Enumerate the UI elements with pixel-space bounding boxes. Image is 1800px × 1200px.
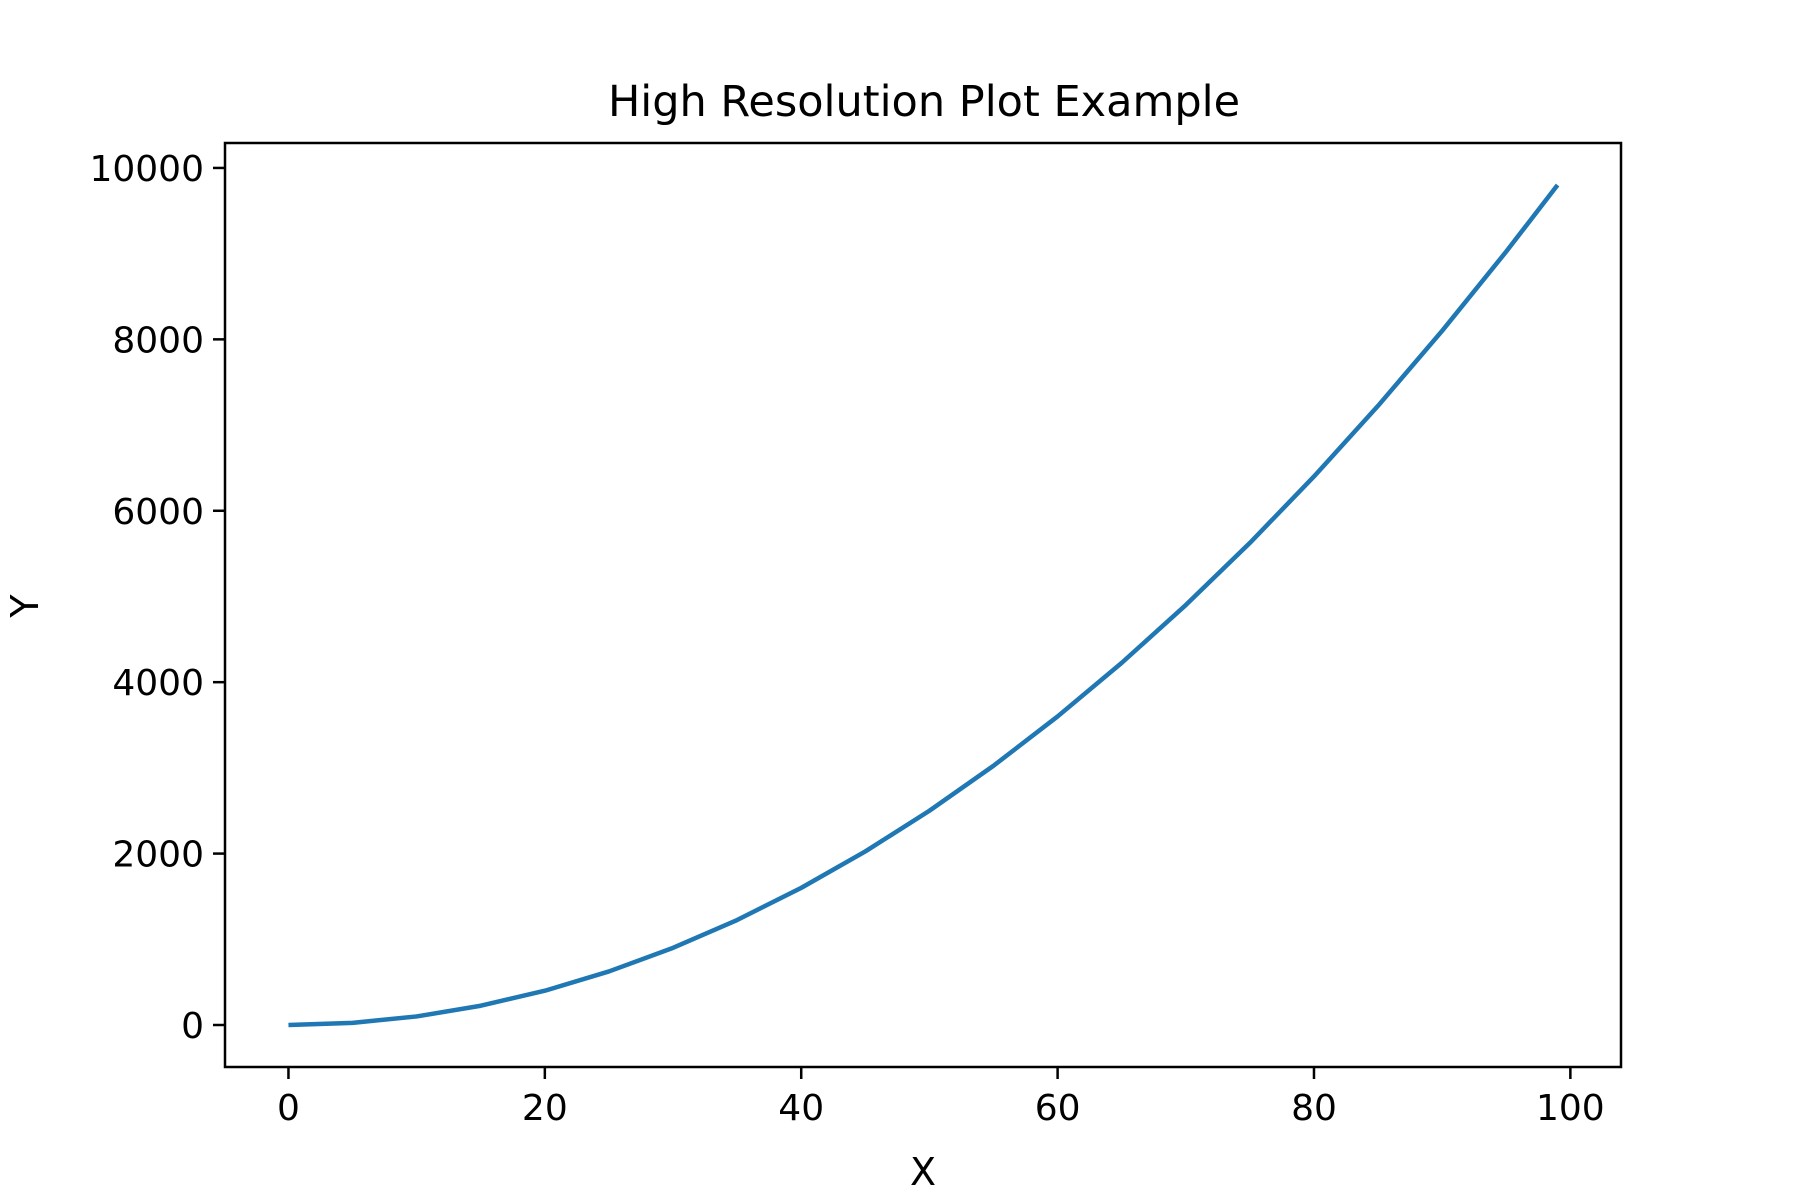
series-line [288,183,1560,1028]
x-tick-label: 60 [1035,1088,1081,1129]
chart-title: High Resolution Plot Example [608,77,1240,127]
plot-area [288,183,1560,1028]
x-axis-label: X [910,1150,936,1194]
x-tick-label: 20 [522,1088,568,1129]
y-tick-label: 8000 [112,320,204,361]
y-axis-label: Y [3,594,47,619]
x-tick-label: 100 [1536,1088,1605,1129]
y-tick-label: 2000 [112,835,204,876]
x-tick-label: 0 [277,1088,300,1129]
y-tick-label: 10000 [89,149,204,190]
axes-frame [223,141,1623,1069]
axis-ticks: 0 20 40 60 80 100 0 2000 4000 6000 8000 10000 [89,149,1604,1129]
y-tick-label: 4000 [112,663,204,704]
y-tick-label: 6000 [112,492,204,533]
x-tick-label: 40 [778,1088,824,1129]
y-tick-label: 0 [181,1006,204,1047]
x-tick-label: 80 [1291,1088,1337,1129]
